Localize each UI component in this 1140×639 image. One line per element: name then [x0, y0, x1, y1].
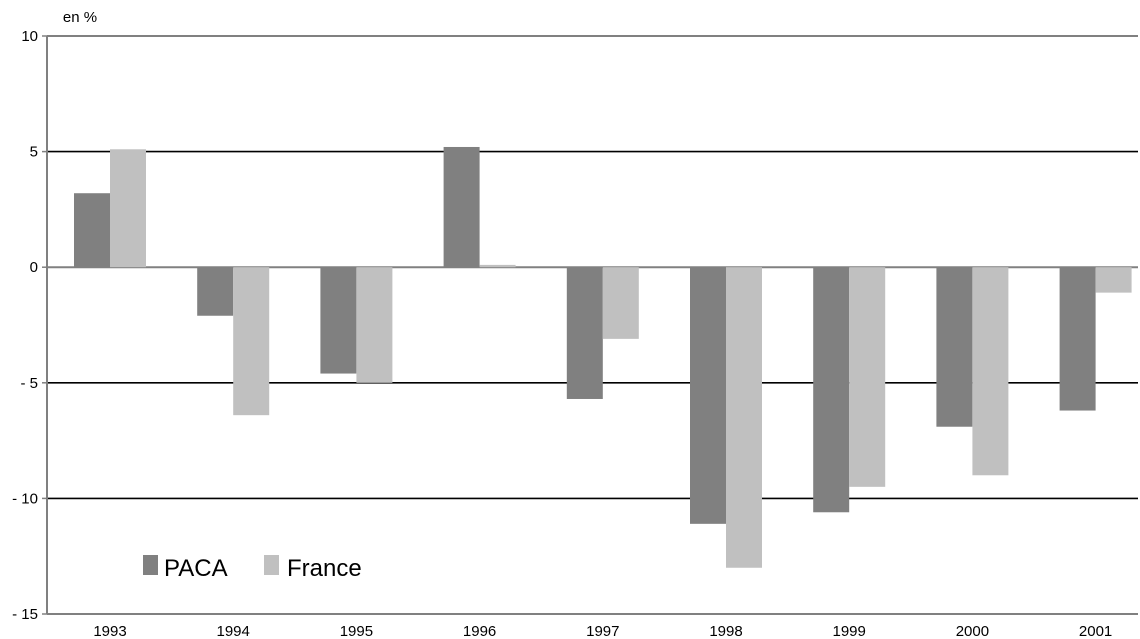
legend: PACA France — [143, 555, 362, 582]
y-axis-unit-label: en % — [63, 9, 97, 26]
bar-france-1995 — [356, 267, 393, 383]
bar-paca-1995 — [320, 267, 357, 374]
y-tick-label: - 15 — [12, 606, 38, 623]
x-tick-label: 1997 — [586, 623, 619, 639]
bar-france-1998 — [726, 267, 762, 568]
bar-paca-1996 — [443, 146, 480, 268]
bar-france-1994 — [233, 267, 270, 416]
legend-label-france: France — [287, 555, 362, 582]
x-tick-label: 1995 — [340, 623, 373, 639]
bars — [74, 146, 1132, 568]
x-axis-tick-labels: 1993 1994 1995 1996 1997 1998 1999 2000 2001 — [93, 623, 1112, 639]
bar-paca-1994 — [197, 267, 234, 316]
x-tick-label: 1993 — [93, 623, 126, 639]
x-tick-label: 1994 — [217, 623, 250, 639]
x-tick-label: 1999 — [833, 623, 866, 639]
bar-paca-1993 — [74, 193, 110, 268]
bar-paca-1998 — [690, 267, 726, 524]
bar-paca-2000 — [936, 267, 973, 427]
y-axis-tick-labels: 10 5 0 - 5 - 10 - 15 — [12, 28, 38, 623]
y-tick-label: - 5 — [20, 375, 38, 392]
bar-france-1993 — [110, 149, 146, 268]
x-tick-label: 1996 — [463, 623, 496, 639]
bar-france-2000 — [972, 267, 1009, 476]
legend-swatch-france — [264, 555, 279, 575]
bar-paca-1999 — [813, 267, 850, 513]
bar-paca-2001 — [1059, 267, 1096, 411]
bar-france-1996 — [479, 264, 516, 268]
x-tick-label: 2000 — [956, 623, 989, 639]
y-tick-label: 5 — [30, 144, 38, 161]
x-tick-label: 1998 — [709, 623, 742, 639]
legend-label-paca: PACA — [164, 555, 228, 582]
y-tick-label: - 10 — [12, 490, 38, 507]
bar-france-2001 — [1095, 267, 1132, 293]
bar-france-1999 — [849, 267, 886, 487]
y-tick-label: 0 — [30, 259, 38, 276]
legend-swatch-paca — [143, 555, 158, 575]
bar-france-1997 — [602, 267, 639, 339]
x-tick-label: 2001 — [1079, 623, 1112, 639]
y-tick-label: 10 — [21, 28, 38, 45]
bar-paca-1997 — [566, 267, 603, 399]
